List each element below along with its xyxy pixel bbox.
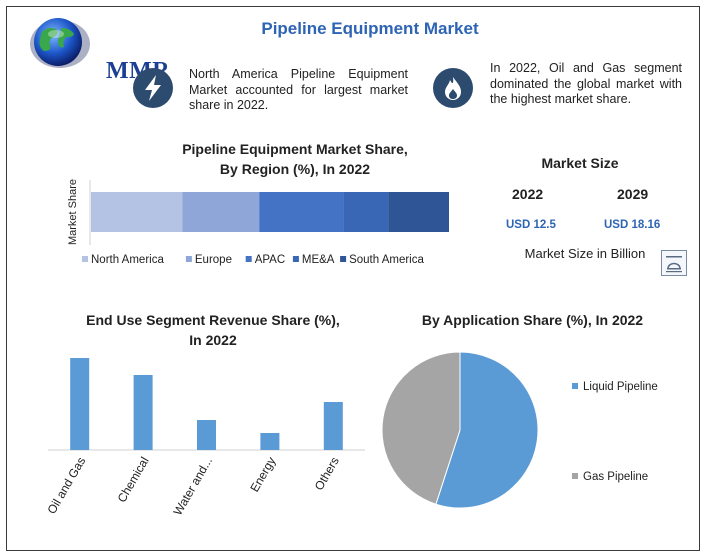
legend-swatch-me-a — [292, 256, 299, 262]
region-bar-apac — [259, 192, 344, 232]
market-size-unit: Market Size in Billion — [524, 246, 646, 261]
end-use-bar-energy — [260, 433, 280, 450]
infographic-frame — [6, 6, 700, 551]
end-use-bar-oil-and-gas — [70, 358, 90, 450]
pie-legend-swatch-liquid-pipeline — [572, 383, 578, 389]
flame-icon — [433, 68, 473, 108]
end-use-tick-energy: Energy — [247, 455, 278, 495]
highlight-oil-gas: In 2022, Oil and Gas segment dominated t… — [490, 61, 682, 106]
mmr-logo: MMR — [26, 14, 170, 84]
pie-legend-label-gas-pipeline: Gas Pipeline — [583, 471, 648, 483]
document-icon — [661, 250, 687, 276]
legend-label-south-america: South America — [349, 254, 424, 266]
application-chart-title: By Application Share (%), In 2022 — [421, 312, 644, 328]
region-chart-title-line-1: Pipeline Equipment Market Share, — [182, 141, 408, 157]
legend-label-europe: Europe — [195, 254, 232, 266]
end-use-chart-title-line-2: In 2022 — [189, 332, 237, 348]
end-use-bar-chemical — [133, 375, 153, 450]
end-use-share-chart: Oil and Gas Chemical Water and... Energy Oth… — [44, 358, 365, 518]
market-size-year-2029: 2029 — [617, 186, 649, 202]
end-use-bar-others — [323, 402, 343, 450]
end-use-bar-water-and — [197, 420, 216, 450]
region-share-chart: Market Share North America Europe APAC ME&A S… — [67, 179, 449, 266]
legend-swatch-europe — [185, 256, 192, 262]
legend-label-me-a: ME&A — [302, 254, 335, 266]
region-chart-title-line-2: By Region (%), In 2022 — [219, 161, 371, 177]
region-bar-south-america — [388, 192, 449, 232]
application-share-chart: Liquid Pipeline Gas Pipeline — [381, 351, 658, 509]
legend-label-apac: APAC — [255, 254, 285, 266]
region-y-axis-label: Market Share — [67, 179, 79, 245]
region-bar-north-america — [91, 192, 183, 232]
legend-swatch-apac — [245, 256, 252, 262]
lightning-icon — [133, 68, 173, 108]
market-size-year-2022: 2022 — [512, 186, 544, 202]
region-bar-me-a — [343, 192, 389, 232]
market-size-value-2029: USD 18.16 — [604, 219, 661, 231]
pie-legend-label-liquid-pipeline: Liquid Pipeline — [583, 381, 658, 393]
end-use-tick-oil-and-gas: Oil and Gas — [44, 455, 88, 517]
globe-icon — [30, 18, 90, 68]
legend-swatch-north-america — [82, 256, 88, 262]
highlight-north-america: North America Pipeline Equipment Market … — [189, 67, 408, 112]
legend-swatch-south-america — [340, 256, 347, 262]
region-chart-title: Pipeline Equipment Market Share, By Regi… — [150, 139, 440, 179]
pie-slice-gas-pipeline — [381, 351, 461, 505]
pie-slice-liquid-pipeline — [435, 351, 539, 509]
end-use-chart-title-line-1: End Use Segment Revenue Share (%), — [86, 312, 340, 328]
legend-label-north-america: North America — [91, 254, 164, 266]
end-use-tick-chemical: Chemical — [115, 455, 152, 505]
end-use-tick-water-and: Water and... — [171, 455, 216, 518]
pie-legend-swatch-gas-pipeline — [572, 473, 578, 479]
market-size-title: Market Size — [541, 155, 619, 171]
region-bar-europe — [182, 192, 260, 232]
page-title: Pipeline Equipment Market — [261, 19, 479, 38]
market-size-value-2022: USD 12.5 — [506, 219, 556, 231]
end-use-chart-title: End Use Segment Revenue Share (%), In 20… — [70, 310, 356, 350]
end-use-tick-others: Others — [312, 455, 342, 493]
